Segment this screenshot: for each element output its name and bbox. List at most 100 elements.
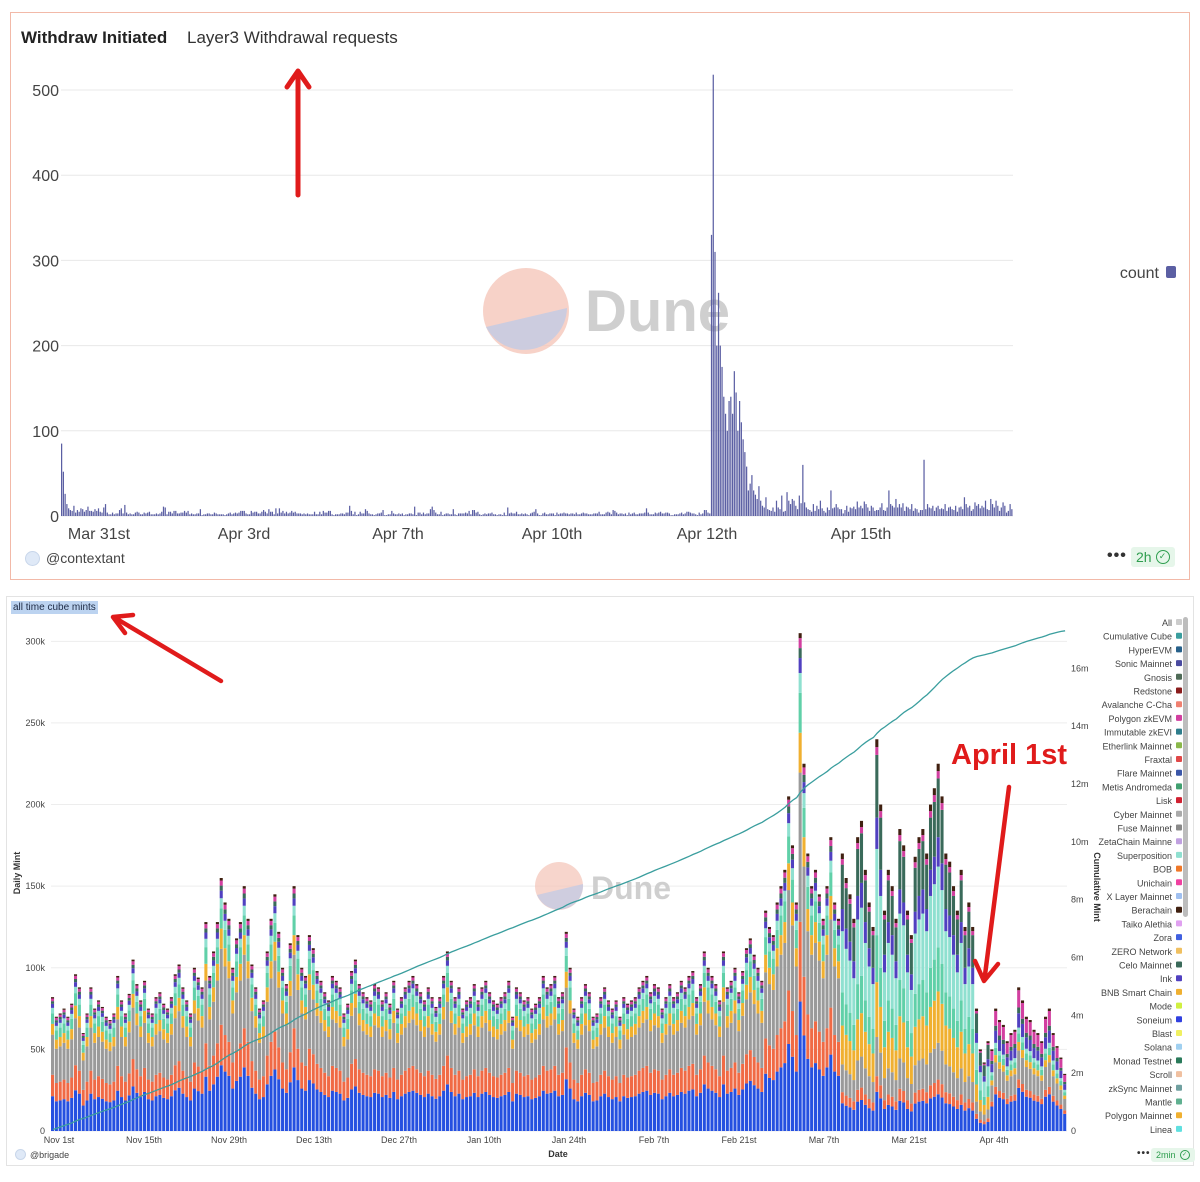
- stacked-bar[interactable]: [1009, 1033, 1013, 1131]
- bar[interactable]: [282, 510, 284, 516]
- stacked-bar[interactable]: [212, 951, 216, 1131]
- bar[interactable]: [542, 513, 544, 516]
- stacked-bar[interactable]: [277, 931, 281, 1131]
- stacked-bar[interactable]: [576, 1016, 580, 1131]
- stacked-bar[interactable]: [725, 987, 729, 1131]
- stacked-bar[interactable]: [622, 997, 626, 1131]
- bar[interactable]: [443, 514, 446, 516]
- stacked-bar[interactable]: [652, 984, 656, 1131]
- stacked-bar[interactable]: [307, 935, 311, 1131]
- bar[interactable]: [858, 507, 860, 516]
- stacked-bar[interactable]: [54, 1016, 58, 1131]
- bar[interactable]: [510, 512, 512, 516]
- bar[interactable]: [212, 514, 214, 516]
- bar[interactable]: [408, 513, 411, 516]
- legend-scrollbar[interactable]: [1183, 617, 1188, 917]
- bar[interactable]: [826, 507, 829, 516]
- bar[interactable]: [198, 513, 200, 516]
- bar[interactable]: [731, 413, 734, 516]
- legend-item[interactable]: Scroll: [1149, 1070, 1182, 1080]
- bar[interactable]: [998, 510, 1001, 516]
- legend-item[interactable]: Unichain: [1137, 878, 1182, 888]
- stacked-bar[interactable]: [982, 1062, 986, 1131]
- bar[interactable]: [784, 510, 786, 516]
- stacked-bar[interactable]: [127, 993, 131, 1131]
- bar[interactable]: [775, 500, 778, 516]
- bar[interactable]: [500, 514, 502, 516]
- bar[interactable]: [171, 513, 173, 516]
- stacked-bar[interactable]: [664, 997, 668, 1131]
- stacked-bar[interactable]: [549, 984, 553, 1131]
- bar[interactable]: [248, 514, 251, 516]
- bar[interactable]: [403, 515, 405, 516]
- bar[interactable]: [696, 515, 699, 516]
- bar[interactable]: [761, 505, 764, 516]
- bar[interactable]: [185, 512, 187, 516]
- bar[interactable]: [175, 510, 177, 516]
- bar[interactable]: [962, 509, 964, 516]
- bar[interactable]: [370, 514, 372, 516]
- legend-item[interactable]: Soneium: [1136, 1015, 1182, 1025]
- stacked-bar[interactable]: [771, 935, 775, 1131]
- legend-item[interactable]: Monad Testnet: [1113, 1056, 1182, 1066]
- bar[interactable]: [442, 515, 444, 516]
- bar[interactable]: [312, 514, 314, 516]
- bar[interactable]: [823, 510, 825, 516]
- bar[interactable]: [61, 443, 63, 516]
- stacked-bar[interactable]: [518, 992, 522, 1131]
- bar[interactable]: [190, 513, 193, 516]
- bar[interactable]: [392, 513, 395, 516]
- bar[interactable]: [614, 510, 616, 516]
- bar[interactable]: [717, 292, 720, 516]
- stacked-bar[interactable]: [472, 984, 476, 1131]
- bar[interactable]: [570, 513, 572, 516]
- bar[interactable]: [898, 504, 901, 516]
- bar[interactable]: [607, 511, 609, 516]
- bar[interactable]: [914, 508, 916, 516]
- legend-item[interactable]: Gnosis: [1144, 673, 1182, 683]
- bar[interactable]: [456, 515, 458, 516]
- stacked-bar[interactable]: [338, 987, 342, 1131]
- bar[interactable]: [742, 439, 744, 516]
- bar[interactable]: [103, 507, 105, 516]
- bar[interactable]: [189, 514, 191, 516]
- bar[interactable]: [494, 514, 497, 516]
- stacked-bar[interactable]: [863, 869, 867, 1131]
- bar[interactable]: [856, 501, 858, 516]
- bar[interactable]: [582, 512, 584, 516]
- bar[interactable]: [593, 513, 595, 516]
- bar[interactable]: [616, 512, 618, 516]
- author-link[interactable]: @contextant: [25, 550, 125, 566]
- bar[interactable]: [182, 512, 184, 516]
- bar[interactable]: [342, 513, 344, 516]
- bar[interactable]: [872, 507, 874, 516]
- stacked-bar[interactable]: [848, 894, 852, 1131]
- bar[interactable]: [380, 512, 382, 516]
- stacked-bar[interactable]: [557, 997, 561, 1131]
- bar[interactable]: [682, 514, 685, 516]
- stacked-bar[interactable]: [787, 796, 791, 1131]
- bar[interactable]: [749, 483, 751, 516]
- bar[interactable]: [473, 510, 475, 516]
- bar[interactable]: [501, 515, 504, 516]
- stacked-bar[interactable]: [764, 910, 768, 1131]
- stacked-bar[interactable]: [645, 975, 649, 1131]
- bar[interactable]: [340, 513, 342, 516]
- bar[interactable]: [594, 513, 597, 516]
- stacked-bar[interactable]: [388, 1003, 392, 1131]
- stacked-bar[interactable]: [1036, 1033, 1040, 1131]
- bar[interactable]: [977, 504, 980, 516]
- stacked-bar[interactable]: [545, 987, 549, 1131]
- legend-item[interactable]: Cyber Mainnet: [1113, 810, 1182, 820]
- bar[interactable]: [603, 514, 605, 516]
- bar[interactable]: [881, 503, 883, 516]
- stacked-bar[interactable]: [58, 1013, 62, 1131]
- stacked-bar[interactable]: [967, 902, 971, 1131]
- stacked-bar[interactable]: [361, 992, 365, 1131]
- stacked-bar[interactable]: [902, 845, 906, 1131]
- bar[interactable]: [291, 510, 293, 516]
- bar[interactable]: [472, 510, 474, 516]
- stacked-bar[interactable]: [369, 1000, 373, 1131]
- bar[interactable]: [477, 511, 479, 516]
- stacked-bar[interactable]: [687, 975, 691, 1131]
